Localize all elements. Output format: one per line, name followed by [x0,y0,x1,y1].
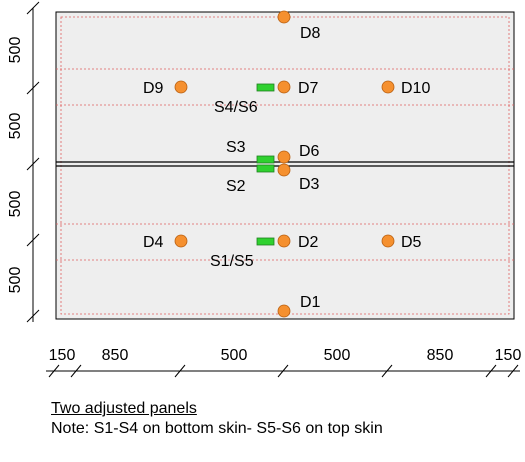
strain-gauge-s1-s5 [256,237,275,246]
sensor-d1 [277,304,291,318]
strain-gauge-s2 [256,164,275,173]
vertical-dimension-label: 500 [7,37,24,64]
sensor-d10 [381,80,395,94]
sensor-d9 [174,80,188,94]
caption-note: Note: S1-S4 on bottom skin- S5-S6 on top… [51,420,383,437]
gauge-label-s4-s6: S4/S6 [214,99,258,116]
horizontal-dimension-label: 500 [221,347,248,364]
sensor-label-d9: D9 [143,80,164,97]
sensor-d5 [381,234,395,248]
horizontal-dimension-label: 500 [324,347,351,364]
strain-gauge-s3 [256,155,275,164]
sensor-d4 [174,234,188,248]
caption-title: Two adjusted panels [51,400,197,417]
sensor-d8 [277,10,291,24]
horizontal-dimension-label: 850 [427,347,454,364]
horizontal-dimension-line [46,364,520,378]
sensor-label-d8: D8 [300,25,321,42]
sensor-d7 [277,80,291,94]
strain-gauge-s4-s6 [256,83,275,92]
horizontal-dimension-label: 150 [49,347,76,364]
horizontal-dimension-label: 850 [102,347,129,364]
sensor-d6 [277,150,291,164]
sensor-label-d10: D10 [401,80,430,97]
sensor-d3 [277,163,291,177]
vertical-dimension-label: 500 [7,191,24,218]
sensor-label-d5: D5 [401,234,422,251]
vertical-dimension-line [26,1,40,323]
gauge-label-s2: S2 [226,178,246,195]
vertical-dimension-label: 500 [7,267,24,294]
sensor-d2 [277,234,291,248]
sensor-label-d2: D2 [298,234,319,251]
sensor-label-d3: D3 [299,176,320,193]
vertical-dimension-label: 500 [7,113,24,140]
gauge-label-s1-s5: S1/S5 [210,253,254,270]
sensor-label-d6: D6 [299,143,320,160]
sensor-label-d4: D4 [143,234,164,251]
horizontal-dimension-label: 150 [495,347,522,364]
gauge-label-s3: S3 [226,139,246,156]
sensor-label-d1: D1 [300,294,321,311]
sensor-label-d7: D7 [298,80,319,97]
